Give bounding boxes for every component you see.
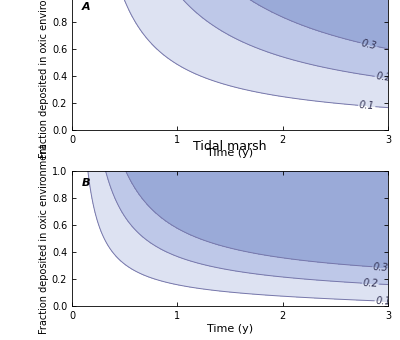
X-axis label: Time (y): Time (y) — [207, 148, 253, 158]
Text: B: B — [82, 177, 90, 188]
Text: 0.3: 0.3 — [373, 262, 389, 273]
Text: 0.3: 0.3 — [360, 38, 378, 51]
Text: Tidal marsh: Tidal marsh — [193, 140, 267, 153]
Text: 0.2: 0.2 — [362, 278, 379, 289]
Text: 0.2: 0.2 — [375, 71, 392, 84]
Text: 0.1: 0.1 — [358, 100, 375, 112]
X-axis label: Time (y): Time (y) — [207, 324, 253, 334]
Text: 0.1: 0.1 — [375, 296, 391, 306]
Y-axis label: Fraction deposited in oxic environment: Fraction deposited in oxic environment — [39, 0, 49, 158]
Y-axis label: Fraction deposited in oxic environment: Fraction deposited in oxic environment — [39, 143, 49, 334]
Text: A: A — [82, 2, 90, 12]
